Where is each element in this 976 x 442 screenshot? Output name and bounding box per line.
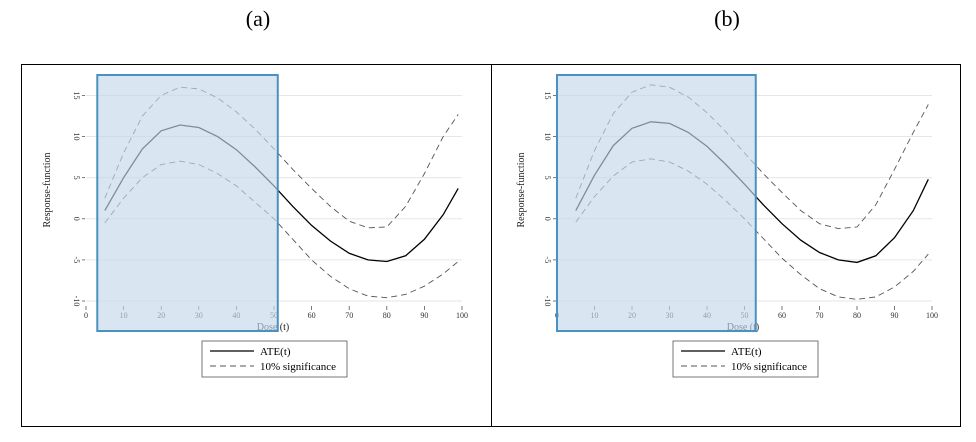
chart0-x-tick-label-8: 80: [383, 311, 391, 320]
chart0-y-tick-label-0: -10: [72, 296, 81, 307]
chart1-series-band-line-2: [575, 158, 929, 300]
chart-b-canvas: -10-50510150102030405060708090100Dose (t…: [516, 74, 938, 378]
chart0-y-tick-label-2: 0: [72, 217, 81, 221]
chart0-legend-label-1: 10% significance: [260, 361, 336, 373]
chart0-x-tick-label-9: 90: [420, 311, 428, 320]
chart0-y-tick-label-1: -5: [72, 257, 81, 264]
chart1-legend-box: [672, 340, 819, 378]
chart0-y-axis-title: Response-function: [42, 153, 53, 228]
chart1-legend-label-0: ATE(t): [731, 346, 762, 358]
panel-label-a: (a): [245, 6, 271, 31]
chart0-x-tick-label-7: 70: [345, 311, 353, 320]
chart0-legend-box: [201, 340, 348, 378]
chart-panel-a: -10-50510150102030405060708090100Dose (t…: [21, 64, 492, 427]
chart-panel-b: -10-50510150102030405060708090100Dose (t…: [491, 64, 961, 427]
chart-a-canvas: -10-50510150102030405060708090100Dose (t…: [42, 74, 468, 378]
chart1-y-tick-label-0: -10: [543, 296, 552, 307]
chart0-x-tick-label-0: 0: [84, 311, 88, 320]
chart1-y-axis-title: Response-function: [516, 153, 527, 228]
chart0-x-tick-label-6: 60: [308, 311, 316, 320]
chart0-y-tick-label-5: 15: [72, 91, 81, 99]
chart0-y-tick-label-4: 10: [72, 133, 81, 141]
chart1-highlight-region: [556, 74, 757, 332]
chart1-x-tick-label-9: 90: [891, 311, 899, 320]
chart1-y-tick-label-1: -5: [543, 257, 552, 264]
chart1-y-tick-label-4: 10: [543, 133, 552, 141]
chart1-y-tick-label-5: 15: [543, 91, 552, 99]
chart1-legend-label-1: 10% significance: [731, 361, 807, 373]
chart0-y-tick-label-3: 5: [72, 176, 81, 180]
chart1-y-tick-label-2: 0: [543, 217, 552, 221]
chart1-x-tick-label-7: 70: [816, 311, 824, 320]
chart0-legend-label-0: ATE(t): [260, 346, 291, 358]
chart1-y-tick-label-3: 5: [543, 176, 552, 180]
chart0-highlight-region: [96, 74, 279, 332]
chart1-x-tick-label-8: 80: [853, 311, 861, 320]
chart0-x-tick-label-10: 100: [456, 311, 468, 320]
panel-label-b: (b): [714, 6, 740, 31]
chart1-x-tick-label-10: 100: [926, 311, 938, 320]
chart1-x-tick-label-6: 60: [778, 311, 786, 320]
